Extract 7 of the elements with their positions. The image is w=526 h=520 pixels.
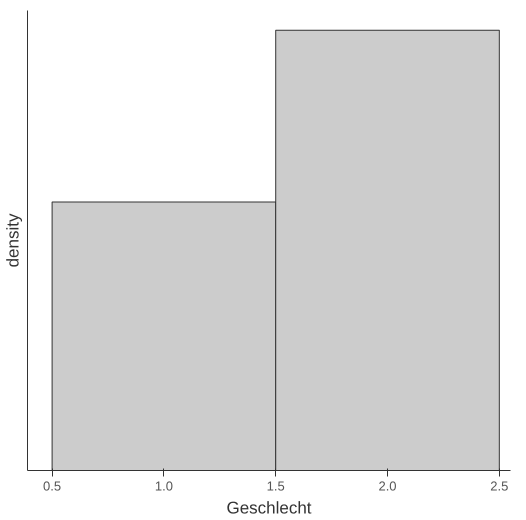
- x-axis-title: Geschlecht: [226, 498, 312, 518]
- x-tick-label: 2.0: [378, 478, 397, 494]
- x-tick-label: 0.5: [43, 478, 62, 494]
- x-tick-label: 1.5: [266, 478, 285, 494]
- x-tick-label: 1.0: [154, 478, 173, 494]
- x-tick-label: 2.5: [490, 478, 508, 494]
- y-axis-title: density: [4, 213, 22, 268]
